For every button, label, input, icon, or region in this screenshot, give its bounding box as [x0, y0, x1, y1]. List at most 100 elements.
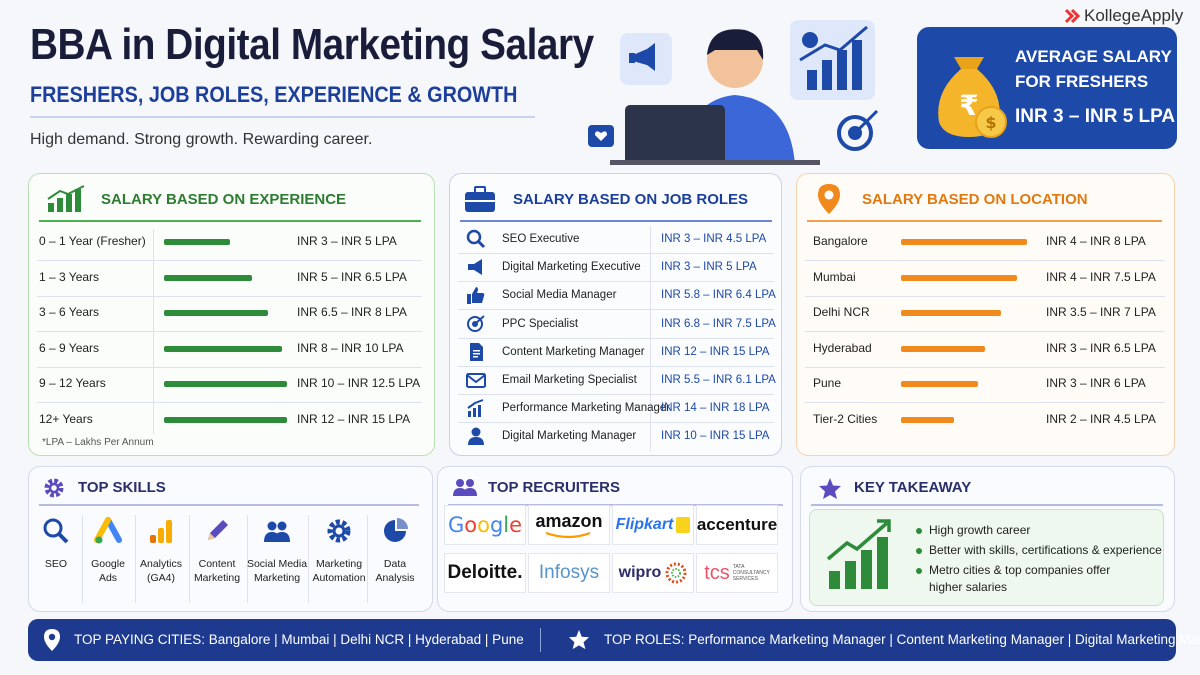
- analytics-icon: [147, 517, 175, 545]
- skill-label: Social Media Marketing: [242, 557, 312, 585]
- target-icon: [837, 115, 873, 151]
- pie-chart-icon: [381, 517, 409, 545]
- location-bar: [901, 345, 985, 352]
- skill-line-1: Google: [91, 558, 125, 570]
- experience-label: 0 – 1 Year (Fresher): [39, 234, 146, 248]
- experience-value: INR 8 – INR 10 LPA: [297, 340, 404, 355]
- job-role-salary: INR 14 – INR 18 LPA: [661, 402, 770, 415]
- experience-value: INR 3 – INR 5 LPA: [297, 234, 397, 248]
- experience-value: INR 5 – INR 6.5 LPA: [297, 269, 407, 284]
- job-role-label: Digital Marketing Manager: [502, 430, 637, 443]
- flipkart-logo: Flipkart: [612, 505, 694, 545]
- title-divider: [30, 116, 535, 118]
- bar-chart-icon: [466, 398, 486, 418]
- top-skills-title: TOP SKILLS: [78, 479, 166, 496]
- avg-label-2: FOR FRESHERS: [1015, 72, 1149, 91]
- job-role-salary: INR 3 – INR 4.5 LPA: [661, 233, 767, 245]
- accenture-logo: accenture: [696, 505, 778, 545]
- skill-label: Analytics (GA4): [126, 557, 196, 585]
- skill-line-2: Analysis: [375, 572, 415, 584]
- avg-value: INR 3 – INR 5 LPA: [1015, 106, 1176, 127]
- skill-label: Google Ads: [73, 557, 143, 585]
- growth-bar-icon: [47, 185, 85, 212]
- skill-line-1: Social Media: [246, 558, 308, 570]
- top-paying-cities: TOP PAYING CITIES: Bangalore | Mumbai | …: [74, 632, 524, 647]
- experience-bar: [164, 310, 268, 316]
- top-skills-panel: TOP SKILLS SEO Google Ads Analytics (GA4) Con…: [28, 466, 433, 612]
- briefcase-icon: [465, 186, 495, 212]
- lpa-footnote: *LPA – Lakhs Per Annum: [42, 437, 154, 448]
- job-role-label: Digital Marketing Executive: [502, 261, 641, 274]
- money-bag-icon: ₹ $: [938, 57, 1007, 138]
- experience-panel: SALARY BASED ON EXPERIENCE 0 – 1 Year (F…: [28, 173, 435, 456]
- location-value: INR 3 – INR 6 LPA: [1046, 376, 1146, 390]
- thumbs-up-icon: [466, 285, 486, 305]
- dollar-coin-icon: [975, 106, 1007, 138]
- document-icon: [466, 342, 486, 362]
- job-role-salary: INR 6.8 – INR 7.5 LPA: [661, 317, 776, 330]
- job-role-salary: INR 5.8 – INR 6.4 LPA: [661, 289, 776, 302]
- hero-illustration: [588, 20, 879, 165]
- skill-line-2: Marketing: [193, 572, 241, 584]
- skill-line-1: Analytics: [139, 558, 182, 570]
- job-roles-title: SALARY BASED ON JOB ROLES: [513, 191, 749, 208]
- average-salary-card: ₹ $ AVERAGE SALARY FOR FRESHERS INR 3 – …: [917, 27, 1177, 149]
- experience-title: SALARY BASED ON EXPERIENCE: [101, 191, 347, 208]
- experience-value: INR 6.5 – INR 8 LPA: [297, 305, 407, 319]
- skill-label: SEO: [21, 557, 91, 571]
- page-title: BBA in Digital Marketing Salary: [30, 20, 594, 69]
- experience-label: 1 – 3 Years: [39, 269, 100, 284]
- location-bar: [901, 416, 954, 423]
- megaphone-icon: [633, 43, 655, 71]
- tagline: High demand. Strong growth. Rewarding ca…: [30, 131, 373, 148]
- job-role-label: Content Marketing Manager: [502, 345, 645, 358]
- page-subtitle: FRESHERS, JOB ROLES, EXPERIENCE & GROWTH: [30, 82, 518, 107]
- search-icon: [42, 517, 70, 545]
- experience-bar: [164, 239, 230, 245]
- key-takeaway-title: KEY TAKEAWAY: [854, 479, 972, 496]
- skill-line-1: Data: [383, 558, 407, 570]
- job-role-label: SEO Executive: [502, 233, 580, 245]
- brand-logo[interactable]: KollegeApply: [1063, 6, 1183, 26]
- job-role-salary: INR 3 – INR 5 LPA: [661, 261, 757, 274]
- google-ads-icon: [94, 517, 122, 545]
- avg-label-1: AVERAGE SALARY: [1015, 47, 1172, 66]
- growth-chart-icon: [826, 519, 891, 589]
- tcs-logo: tcs TATA CONSULTANCY SERVICES: [696, 553, 778, 593]
- top-roles: TOP ROLES: Performance Marketing Manager…: [604, 632, 1200, 647]
- takeaway-bullet-2: Better with skills, certifications & exp…: [916, 543, 1162, 557]
- deloitte-logo: Deloitte.: [444, 553, 526, 593]
- experience-value: INR 12 – INR 15 LPA: [297, 411, 411, 426]
- wipro-icon: [665, 562, 687, 584]
- skill-label: Content Marketing: [182, 557, 252, 585]
- location-title: SALARY BASED ON LOCATION: [862, 191, 1088, 208]
- people-icon: [263, 517, 291, 545]
- location-bar: [901, 310, 1001, 316]
- laptop-icon: [625, 105, 725, 165]
- job-role-label: PPC Specialist: [502, 317, 579, 330]
- megaphone-icon: [466, 257, 486, 277]
- experience-label: 12+ Years: [39, 411, 93, 426]
- person-icon: [466, 426, 486, 446]
- skill-label: Marketing Automation: [304, 557, 374, 585]
- job-role-salary: INR 5.5 – INR 6.1 LPA: [661, 374, 776, 386]
- skill-line-2: (GA4): [146, 572, 175, 584]
- location-label: Tier-2 Cities: [813, 411, 878, 426]
- infosys-logo: Infosys: [528, 553, 610, 593]
- star-icon: [568, 629, 590, 650]
- target-icon: [466, 314, 486, 334]
- footer-bar: TOP PAYING CITIES: Bangalore | Mumbai | …: [28, 619, 1200, 661]
- star-icon: [819, 478, 841, 499]
- top-recruiters-title: TOP RECRUITERS: [488, 479, 620, 496]
- job-role-salary: INR 10 – INR 15 LPA: [661, 430, 770, 443]
- skill-line-2: Ads: [98, 572, 118, 584]
- svg-text:$: $: [985, 113, 996, 132]
- skill-line-2: Automation: [312, 572, 366, 584]
- envelope-icon: [466, 370, 486, 390]
- pie-icon: [802, 32, 818, 48]
- location-bar: [901, 274, 1017, 281]
- experience-value: INR 10 – INR 12.5 LPA: [297, 376, 421, 390]
- job-role-label: Social Media Manager: [502, 289, 617, 302]
